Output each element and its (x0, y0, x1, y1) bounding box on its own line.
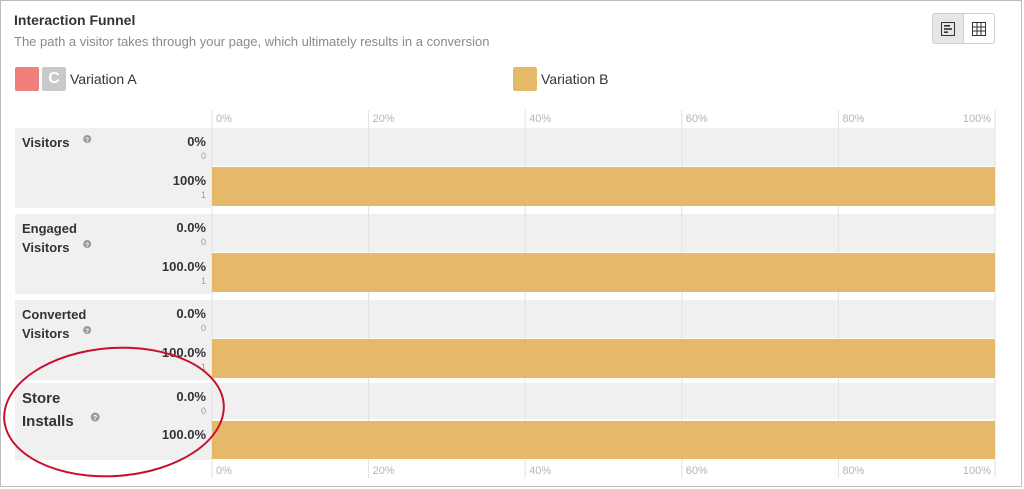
category-label-3-1: Installs (22, 413, 74, 430)
x-tick-bottom-4: 80% (842, 465, 864, 477)
x-tick-top-5: 100% (963, 113, 991, 125)
x-tick-top-1: 20% (373, 113, 395, 125)
chart-title: Interaction Funnel (14, 12, 136, 28)
value-label-variation-a-3: 0.0% (176, 389, 206, 404)
value-label-variation-a-1: 0.0% (176, 220, 206, 235)
help-icon-glyph-1: ? (85, 243, 89, 249)
category-panel-3 (15, 383, 212, 460)
help-icon-3 (90, 412, 100, 422)
category-label-1-1: Visitors (22, 240, 69, 255)
legend-swatch-variation-a (15, 67, 39, 91)
count-label-variation-a-1: 0 (201, 237, 206, 247)
help-icon-glyph-3: ? (93, 415, 97, 422)
help-icon-2 (83, 326, 92, 334)
bar-chart-view-icon (941, 21, 955, 36)
x-tick-top-0: 0% (216, 113, 232, 125)
x-tick-bottom-0: 0% (216, 465, 232, 477)
count-label-variation-a-0: 0 (201, 151, 206, 161)
view-toggle (932, 13, 995, 44)
value-label-variation-b-1: 100.0% (162, 259, 207, 274)
chart-subtitle: The path a visitor takes through your pa… (14, 34, 490, 49)
help-icon-glyph-0: ? (85, 138, 89, 144)
bar-variation-b-0 (212, 167, 995, 206)
value-label-variation-b-0: 100% (173, 173, 207, 188)
value-label-variation-a-2: 0.0% (176, 306, 206, 321)
table-view-button[interactable] (964, 14, 994, 43)
category-panel-1 (15, 214, 212, 294)
x-tick-bottom-1: 20% (373, 465, 395, 477)
table-view-icon (972, 21, 986, 36)
x-tick-bottom-2: 40% (529, 465, 551, 477)
legend-item-variation-b[interactable]: Variation B (513, 67, 608, 91)
x-tick-top-2: 40% (529, 113, 551, 125)
x-tick-bottom-3: 60% (686, 465, 708, 477)
legend-swatch-variation-b (513, 67, 537, 91)
track-variation-a-0 (212, 128, 995, 166)
category-label-3-0: Store (22, 390, 60, 407)
category-label-2-0: Converted (22, 307, 86, 322)
count-label-variation-b-1: 1 (201, 276, 206, 286)
control-badge: C (42, 67, 66, 91)
help-icon-0 (83, 135, 92, 143)
bar-chart-view-button[interactable] (933, 14, 964, 43)
count-label-variation-b-0: 1 (201, 190, 206, 200)
count-label-variation-a-2: 0 (201, 323, 206, 333)
category-panel-0 (15, 128, 212, 208)
value-label-variation-b-2: 100.0% (162, 345, 207, 360)
track-variation-a-3 (212, 383, 995, 419)
count-label-variation-a-3: 0 (201, 406, 206, 416)
x-tick-top-3: 60% (686, 113, 708, 125)
legend-item-variation-a[interactable]: C Variation A (15, 67, 137, 91)
bar-variation-b-1 (212, 253, 995, 292)
track-variation-a-1 (212, 214, 995, 252)
x-tick-top-4: 80% (842, 113, 864, 125)
bar-variation-b-2 (212, 339, 995, 378)
track-variation-a-2 (212, 300, 995, 338)
category-label-0-0: Visitors (22, 135, 69, 150)
bar-variation-b-3 (212, 421, 995, 459)
legend-label-variation-b: Variation B (541, 71, 609, 87)
legend-label-variation-a: Variation A (70, 71, 137, 87)
help-icon-glyph-2: ? (85, 329, 89, 335)
value-label-variation-a-0: 0% (187, 134, 206, 149)
x-tick-bottom-5: 100% (963, 465, 991, 477)
category-panel-2 (15, 300, 212, 380)
help-icon-1 (83, 240, 92, 248)
count-label-variation-b-2: 1 (201, 362, 206, 372)
category-label-1-0: Engaged (22, 221, 77, 236)
category-label-2-1: Visitors (22, 326, 69, 341)
value-label-variation-b-3: 100.0% (162, 427, 207, 442)
